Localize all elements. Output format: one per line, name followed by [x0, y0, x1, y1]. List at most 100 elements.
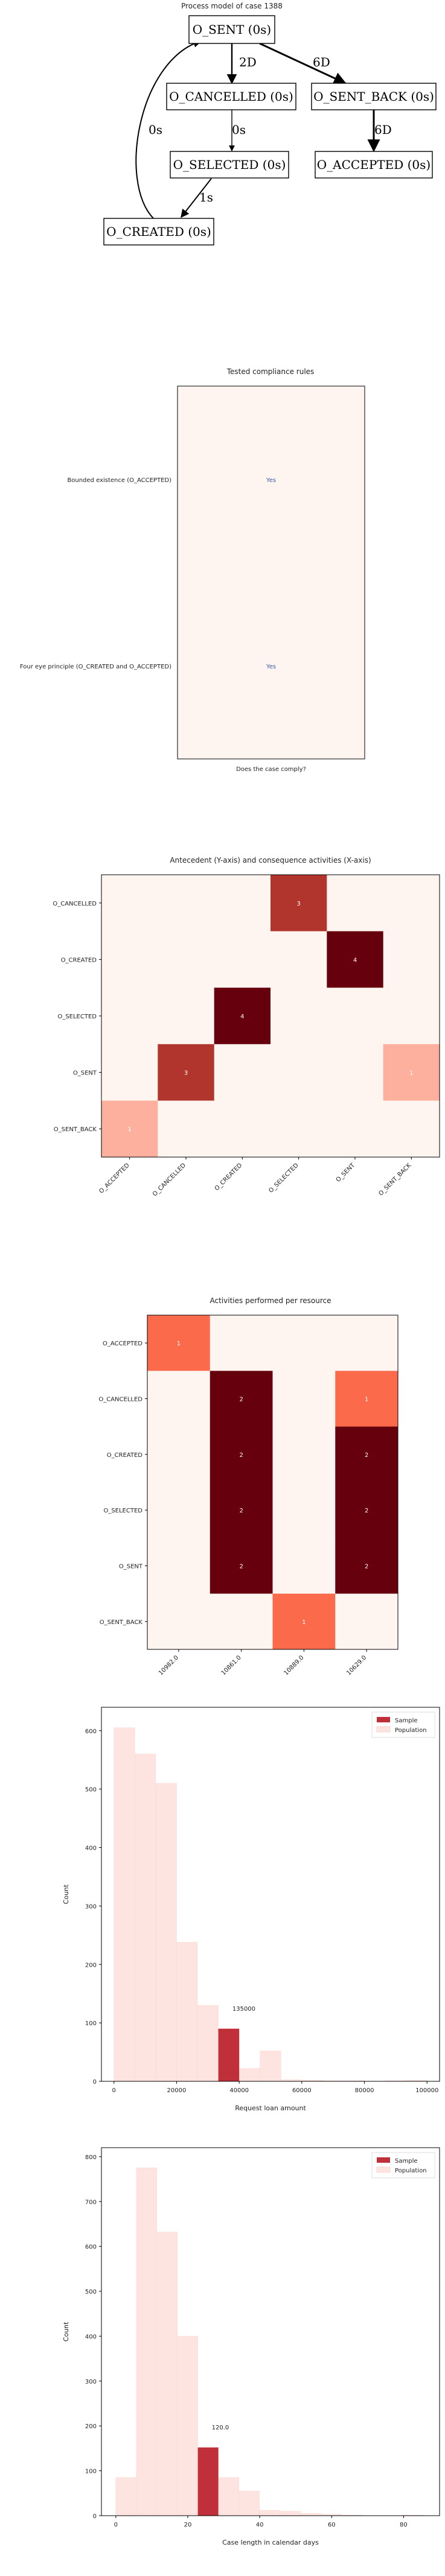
hist1-ytick-label: 200 [85, 1962, 97, 1968]
heatmap2-cell [210, 1315, 273, 1371]
antecedent-consequence-heatmap: Antecedent (Y-axis) and consequence acti… [53, 856, 440, 1198]
node-o-selected: O_SELECTED (0s) [170, 151, 289, 179]
heatmap1-cell-value: 3 [296, 901, 300, 907]
heatmap2-cell [210, 1538, 273, 1594]
heatmap2-row-label: O_SENT_BACK [100, 1619, 143, 1626]
edge-label-sentback-accepted: 6D [374, 122, 392, 137]
hist1-ylabel: Count [62, 1884, 70, 1904]
hist1-ytick-label: 0 [93, 2079, 97, 2086]
hist2-population-bar [115, 2477, 137, 2516]
hist1-sample-bar [218, 2028, 240, 2081]
hist1-sample-annotation: 135000 [232, 2006, 255, 2013]
heatmap2-row-label: O_SELECTED [103, 1508, 142, 1514]
heatmap2-row-label: O_SENT [119, 1564, 143, 1570]
heatmap2-cell [210, 1426, 273, 1483]
heatmap2-cell [272, 1538, 336, 1594]
heatmap1-col-label: O_CREATED [214, 1162, 244, 1192]
hist2-population-bar [136, 2168, 157, 2516]
heatmap1-cell [383, 988, 440, 1045]
hist2-ytick-label: 700 [85, 2199, 97, 2206]
hist1-xtick-label: 20000 [167, 2087, 187, 2094]
heatmap2-col-label: 10629.0 [345, 1654, 368, 1677]
heatmap1-cell [327, 988, 384, 1045]
hist2-ytick-label: 800 [85, 2154, 97, 2161]
heatmap2-col-label: 10982.0 [158, 1654, 180, 1677]
heatmap1-cell [101, 875, 158, 932]
hist1-xtick-label: 0 [112, 2087, 116, 2094]
heatmap1-row-label: O_CANCELLED [53, 901, 97, 907]
hist2-ytick-label: 500 [85, 2289, 97, 2295]
heatmap2-cell [272, 1315, 336, 1371]
hist2-population-bar [156, 2232, 178, 2516]
heatmap1-cell [383, 875, 440, 932]
hist1-ytick-label: 500 [85, 1787, 97, 1794]
compliance-row-label-1: Four eye principle (O_CREATED and O_ACCE… [20, 664, 171, 670]
heatmap1-cell [101, 931, 158, 988]
heatmap1-cell [158, 1100, 215, 1158]
heatmap1-title: Antecedent (Y-axis) and consequence acti… [170, 856, 371, 864]
heatmap1-cell [327, 1044, 384, 1101]
heatmap2-cell-value: 2 [239, 1397, 243, 1403]
node-o-accepted: O_ACCEPTED (0s) [315, 151, 433, 179]
heatmap1-cell [158, 1044, 215, 1101]
heatmap2-cell [210, 1371, 273, 1427]
heatmap1-cell [271, 1044, 327, 1101]
heatmap1-cell [214, 988, 271, 1045]
heatmap2-cell-value: 2 [239, 1508, 243, 1514]
hist1-ytick-label: 300 [85, 1903, 97, 1910]
heatmap2-cell-value: 2 [239, 1564, 243, 1570]
node-o-sent-back: O_SENT_BACK (0s) [311, 83, 437, 110]
heatmap1-cell [327, 931, 384, 988]
heatmap2-cell [210, 1593, 273, 1650]
hist1-population-bar [260, 2051, 281, 2082]
heatmap1-cell [214, 1100, 271, 1158]
hist1-xtick-label: 100000 [415, 2087, 438, 2094]
heatmap1-col-label: O_SENT_BACK [377, 1162, 412, 1197]
heatmap2-col-label: 10861.0 [220, 1654, 243, 1677]
heatmap2-cell [272, 1426, 336, 1483]
heatmap2-cell-value: 2 [239, 1452, 243, 1459]
hist2-sample-bar [197, 2447, 219, 2516]
edge-label-created-sent: 0s [149, 122, 162, 137]
loan-amount-histogram: 135000 0 100 200 300 400 500 600 0 20000 40000 6000… [62, 1707, 440, 2112]
heatmap2-cell [147, 1371, 211, 1427]
heatmap2-cell [147, 1482, 211, 1538]
hist2-population-bar [218, 2477, 239, 2516]
heatmap1-cell [214, 875, 271, 932]
heatmap2-col-label: 10889.0 [283, 1654, 305, 1677]
activities-per-resource-heatmap: Activities performed per resource 1 2 1 2 2 2… [98, 1296, 399, 1677]
heatmap1-row-label: O_CREATED [61, 957, 97, 963]
process-model-diagram: Process model of case 1388 2D 6D 0s 6D 1… [103, 2, 437, 246]
hist2-xtick-label: 60 [328, 2522, 336, 2528]
hist2-legend-population-label: Population [395, 2168, 427, 2174]
hist2-population-bar [259, 2510, 280, 2516]
heatmap2-cell [335, 1315, 399, 1371]
hist2-xtick-label: 0 [114, 2522, 118, 2528]
hist1-population-bar [135, 1754, 156, 2082]
hist1-population-bar [155, 1783, 177, 2082]
edge-label-selected-created: 1s [199, 190, 213, 205]
heatmap1-cell-value: 3 [184, 1070, 188, 1077]
compliance-rules-chart: Tested compliance rules Bounded existenc… [20, 367, 365, 773]
hist1-ytick-label: 400 [85, 1845, 97, 1852]
compliance-row-label-0: Bounded existence (O_ACCEPTED) [67, 477, 171, 484]
svg-text:O_ACCEPTED (0s): O_ACCEPTED (0s) [317, 157, 431, 172]
edge-label-sent-cancelled: 2D [239, 55, 257, 69]
heatmap1-cell [383, 931, 440, 988]
heatmap2-cell [272, 1371, 336, 1427]
edge-label-sent-sentback: 6D [313, 55, 330, 69]
heatmap2-cell [147, 1315, 211, 1371]
heatmap2-frame [147, 1315, 399, 1650]
hist2-legend-box [371, 2152, 435, 2178]
hist2-population-bar [300, 2513, 321, 2516]
heatmap1-cell [271, 931, 327, 988]
heatmap1-cell-value: 1 [127, 1126, 131, 1133]
heatmap2-cell [147, 1426, 211, 1483]
heatmap2-cell [272, 1482, 336, 1538]
heatmap1-cell [383, 1100, 440, 1158]
hist2-ytick-label: 200 [85, 2423, 97, 2430]
hist1-xtick-label: 40000 [229, 2087, 249, 2094]
heatmap1-cell [101, 988, 158, 1045]
compliance-value-0: Yes [266, 477, 276, 484]
heatmap2-cell-value: 1 [365, 1397, 368, 1403]
